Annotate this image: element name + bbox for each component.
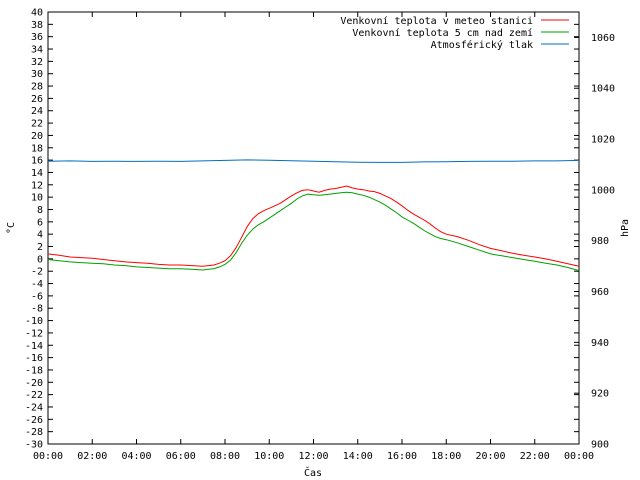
y-tick-label: 20 (31, 131, 43, 142)
y-tick-label: 34 (31, 45, 43, 56)
y2-tick-label: 920 (591, 389, 609, 400)
y-tick-label: -4 (31, 279, 43, 290)
y-tick-label: -30 (25, 440, 43, 451)
x-tick-label: 18:00 (431, 451, 461, 462)
y-tick-label: 24 (31, 106, 43, 117)
y-axis-title-left: °C (6, 222, 17, 234)
y2-tick-label: 940 (591, 338, 609, 349)
y-tick-label: -8 (31, 304, 43, 315)
y-tick-label: 4 (37, 230, 43, 241)
y-tick-label: -2 (31, 267, 43, 278)
y-tick-label: 2 (37, 242, 43, 253)
y-tick-label: 36 (31, 32, 43, 43)
y-tick-label: 22 (31, 119, 43, 130)
y-axis-title-right: hPa (620, 219, 631, 237)
x-tick-label: 02:00 (77, 451, 107, 462)
y-axis-left: -30-28-26-24-22-20-18-16-14-12-10-8-6-4-… (25, 8, 579, 451)
series-line-3 (47, 159, 580, 163)
y-tick-label: -20 (25, 378, 43, 389)
y-tick-label: 38 (31, 20, 43, 31)
x-tick-label: 20:00 (475, 451, 505, 462)
x-tick-label: 08:00 (210, 451, 240, 462)
y-tick-label: -22 (25, 390, 43, 401)
y2-tick-label: 1020 (591, 135, 615, 146)
y2-tick-label: 960 (591, 287, 609, 298)
x-tick-label: 16:00 (387, 451, 417, 462)
y2-tick-label: 900 (591, 440, 609, 451)
legend-label-2: Venkovní teplota 5 cm nad zemí (352, 27, 533, 39)
y2-tick-label: 1040 (591, 84, 615, 95)
x-tick-label: 06:00 (166, 451, 196, 462)
y-tick-label: -18 (25, 365, 43, 376)
series-line-1 (47, 185, 580, 267)
y-tick-label: -14 (25, 341, 43, 352)
y-tick-label: 18 (31, 143, 43, 154)
x-axis-title: Čas (304, 466, 322, 479)
y-tick-label: 0 (37, 254, 43, 265)
y-tick-label: 8 (37, 205, 43, 216)
y-tick-label: 32 (31, 57, 43, 68)
y-axis-right: 900 920 940 960 980 1000 1020 1040 1060 (574, 33, 615, 451)
y-tick-label: -12 (25, 328, 43, 339)
series-line-2 (47, 191, 580, 272)
y2-tick-label: 1000 (591, 185, 615, 196)
series-group (47, 159, 580, 272)
y2-tick-label: 980 (591, 236, 609, 247)
y-tick-label: -28 (25, 427, 43, 438)
y-tick-label: -16 (25, 353, 43, 364)
x-tick-label: 14:00 (343, 451, 373, 462)
x-axis: 00:00 02:00 04:00 06:00 08:00 10:00 12:00 14:00… (33, 12, 594, 462)
y-tick-label: 12 (31, 180, 43, 191)
y-tick-label: 6 (37, 217, 43, 228)
y-tick-label: -24 (25, 402, 43, 413)
y-tick-label: -10 (25, 316, 43, 327)
y-tick-label: 10 (31, 193, 43, 204)
y-tick-label: -6 (31, 291, 43, 302)
x-tick-label: 10:00 (254, 451, 284, 462)
legend: Venkovní teplota v meteo stanici Venkovn… (340, 15, 569, 51)
x-tick-label: 04:00 (121, 451, 151, 462)
y-tick-label: 40 (31, 8, 43, 19)
y-tick-label: 14 (31, 168, 43, 179)
plot-frame (47, 11, 580, 445)
y-tick-label: -26 (25, 415, 43, 426)
y-tick-label: 28 (31, 82, 43, 93)
y-tick-label: 30 (31, 69, 43, 80)
x-tick-label: 00:00 (564, 451, 594, 462)
y-tick-label: 26 (31, 94, 43, 105)
y2-tick-label: 1060 (591, 33, 615, 44)
x-tick-label: 12:00 (298, 451, 328, 462)
x-tick-label: 00:00 (33, 451, 63, 462)
legend-label-1: Venkovní teplota v meteo stanici (340, 15, 533, 27)
legend-label-3: Atmosférický tlak (431, 39, 533, 51)
y-tick-label: 16 (31, 156, 43, 167)
x-tick-label: 22:00 (520, 451, 550, 462)
